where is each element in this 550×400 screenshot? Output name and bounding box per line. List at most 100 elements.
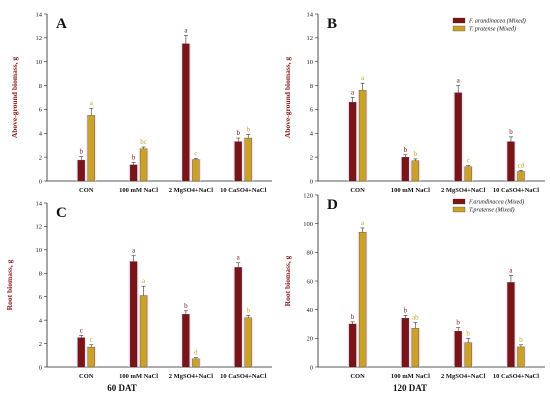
bar-tpratense [517,171,525,182]
significance-letter: b [132,154,136,162]
bar-farundinacea [401,318,410,368]
chart-panel-a: A 0 2 4 6 8 10 12 14 Above-ground biomass, g CON b a… [10,11,272,194]
legend-label: T. pratense (Mixed) [469,26,516,33]
y-tick-label: 4 [39,131,43,138]
significance-letter: bc [140,138,147,146]
y-tick-label: 6 [310,107,314,114]
significance-letter: b [509,128,513,136]
significance-letter: a [90,99,94,107]
chart-panel-c: C 0 2 4 6 8 10 12 14 Root biomass, g CON cc 100 mM N… [5,200,272,380]
legend-swatch [452,17,466,24]
bar-tpratense [87,346,95,368]
y-tick-label: 0 [310,364,313,371]
bar-tpratense [244,317,252,368]
bar-farundinacea [348,323,357,368]
significance-letter: b [466,329,470,337]
significance-letter: a [457,77,461,85]
y-tick-label: 8 [39,271,42,278]
x-category-label: 2 MgSO4+NaCl [169,187,214,194]
panel-letter: A [56,16,67,32]
y-tick-label: 80 [307,250,314,257]
y-tick-label: 60 [307,278,314,285]
y-tick-label: 10 [307,59,314,66]
y-tick-label: 8 [310,83,313,90]
significance-letter: b [79,148,83,156]
footer-label-60dat: 60 DAT [107,383,137,393]
bar-tpratense [139,295,148,368]
bar-farundinacea [348,102,357,182]
significance-letter: ab [412,314,419,322]
significance-letter: b [414,150,418,158]
y-axis-title: Above-ground biomass, g [283,57,292,139]
significance-letter: a [509,266,513,274]
x-category-label: 100 mM NaCl [391,187,430,194]
legend-swatch [452,198,466,205]
y-tick-label: 0 [39,178,42,185]
legend-label: T.pratense (Mixed) [469,207,515,214]
significance-letter: b [246,306,250,314]
bar-farundinacea [77,159,85,182]
y-axis-title: Root biomass, g [5,259,14,310]
bar-tpratense [411,160,420,182]
x-category-label: 10 CaSO4+NaCl [220,373,266,380]
bar-farundinacea [129,164,138,182]
y-tick-label: 2 [310,154,313,161]
y-axis-title: Root biomass, g [283,255,292,306]
x-category-label: 100 mM NaCl [119,373,158,380]
significance-letter: a [237,254,241,262]
chart-panel-d: D 0 20 40 60 80 100 120 Root biomass, g CON b a 100 … [283,192,545,380]
bar-tpratense [87,115,95,182]
bar-tpratense [358,90,367,182]
bar-farundinacea [234,267,242,368]
bar-farundinacea [182,314,190,368]
bar-farundinacea [77,337,85,368]
significance-letter: c [90,336,93,344]
y-tick-label: 14 [36,200,43,207]
significance-letter: c [467,156,470,164]
y-tick-label: 10 [36,59,43,66]
significance-letter: a [132,247,136,255]
x-category-label: CON [350,373,365,380]
bar-farundinacea [507,141,515,182]
legend: F.arundinacea (Mixed)T.pratense (Mixed) [452,198,524,214]
bar-tpratense [464,166,472,182]
significance-letter: c [194,149,197,157]
significance-letter: c [80,326,83,334]
significance-letter: b [404,306,408,314]
bar-tpratense [517,346,525,368]
significance-letter: a [351,89,355,97]
x-category-label: 100 mM NaCl [391,373,430,380]
y-tick-label: 12 [307,35,314,42]
panel-letter: D [327,197,338,213]
y-tick-label: 14 [307,11,314,18]
y-axis-title: Above-ground biomass, g [10,57,19,139]
significance-letter: b [184,302,188,310]
y-tick-label: 14 [36,11,43,18]
y-tick-label: 40 [307,307,314,314]
bar-tpratense [139,148,148,182]
significance-letter: cd [518,161,525,169]
y-tick-label: 6 [39,294,43,301]
x-category-label: CON [350,187,365,194]
panel-letter: B [327,16,337,32]
significance-letter: a [184,26,188,34]
bar-farundinacea [182,43,190,182]
y-tick-label: 2 [39,154,42,161]
x-category-label: 2 MgSO4+NaCl [169,373,214,380]
y-tick-label: 10 [36,247,43,254]
y-tick-label: 12 [36,224,43,231]
bar-tpratense [411,328,420,368]
legend-label: F. arundinacea (Mixed) [468,18,526,25]
x-category-label: CON [79,373,94,380]
x-category-label: 10 CaSO4+NaCl [220,187,266,194]
legend: F. arundinacea (Mixed)T. pratense (Mixed… [452,17,526,33]
bar-tpratense [358,232,367,368]
significance-letter: b [456,319,460,327]
bar-farundinacea [401,156,410,182]
bar-farundinacea [454,331,462,368]
bar-farundinacea [507,282,515,368]
footer-label-120dat: 120 DAT [393,383,427,393]
y-tick-label: 0 [310,178,313,185]
